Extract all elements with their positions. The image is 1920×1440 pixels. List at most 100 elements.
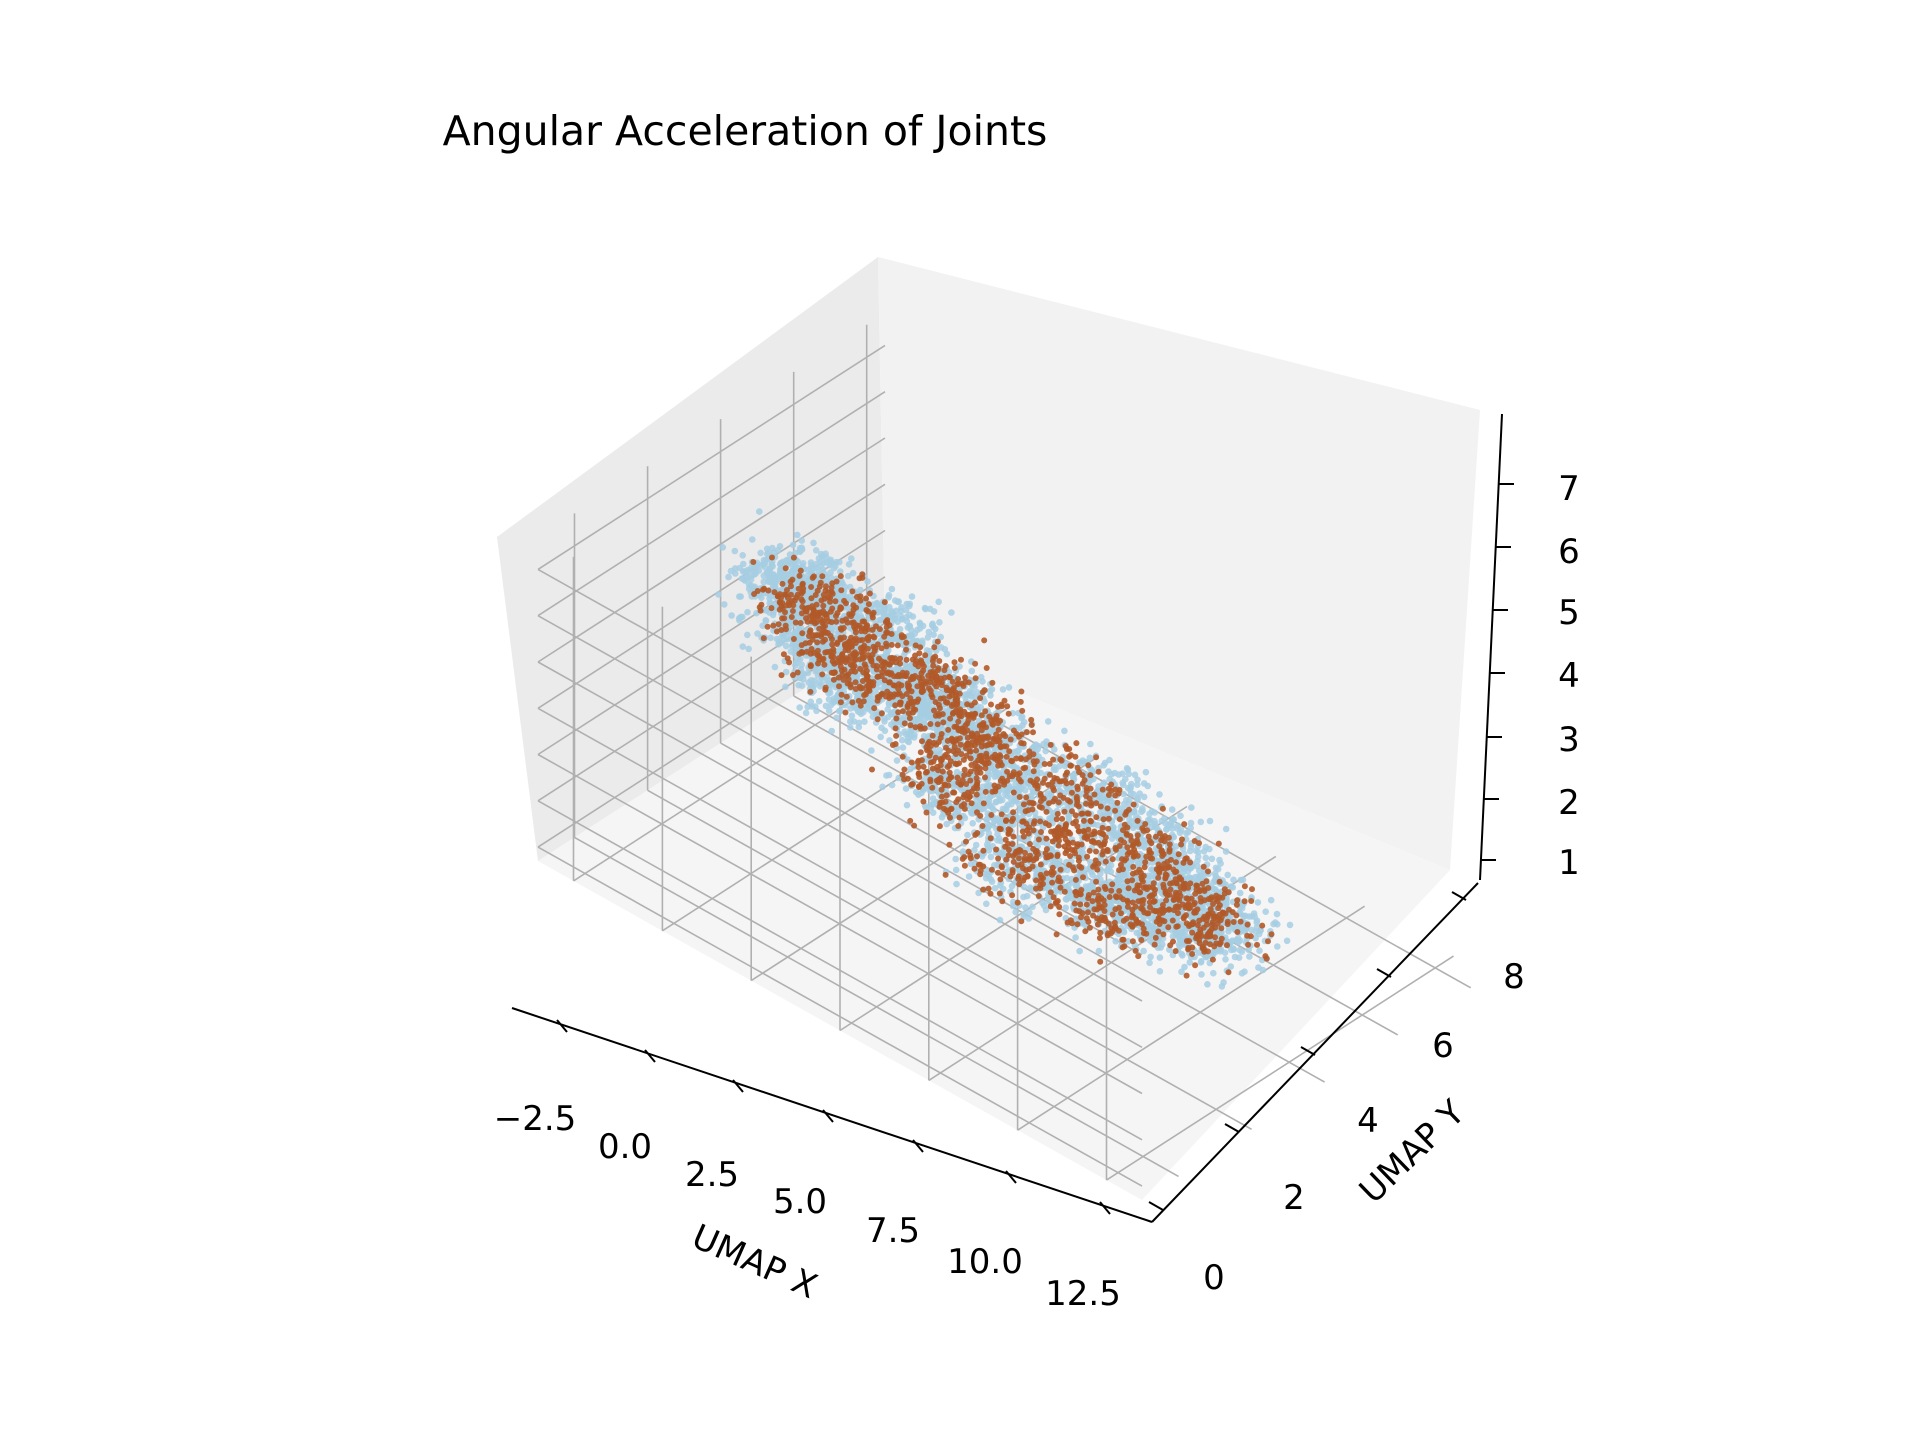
scatter-point bbox=[1039, 899, 1046, 907]
scatter-point bbox=[1007, 795, 1014, 802]
scatter-point bbox=[975, 889, 982, 897]
scatter-point bbox=[757, 549, 764, 557]
scatter-point bbox=[1274, 943, 1281, 950]
scatter-point bbox=[1118, 910, 1124, 917]
scatter-point bbox=[816, 683, 824, 690]
scatter-point bbox=[945, 726, 952, 733]
scatter-point bbox=[731, 547, 739, 555]
scatter-point bbox=[965, 679, 972, 686]
scatter-point bbox=[990, 806, 997, 814]
scatter-point bbox=[762, 617, 770, 624]
scatter-point bbox=[922, 784, 929, 792]
scatter-point bbox=[855, 719, 863, 727]
scatter-point bbox=[836, 683, 842, 690]
scatter-point bbox=[963, 781, 970, 787]
scatter-point bbox=[1216, 941, 1223, 948]
scatter-point bbox=[822, 577, 829, 585]
scatter-point bbox=[779, 558, 787, 566]
scatter-point bbox=[1156, 791, 1163, 798]
scatter-point bbox=[1184, 828, 1192, 836]
scatter-point bbox=[997, 818, 1004, 826]
scatter-point bbox=[978, 712, 985, 719]
scatter-point bbox=[996, 916, 1004, 924]
scatter-point bbox=[1073, 740, 1080, 747]
scatter-point bbox=[1012, 780, 1019, 788]
scatter-point bbox=[1033, 877, 1039, 884]
scatter-point bbox=[1111, 769, 1118, 777]
scatter-point bbox=[955, 823, 962, 829]
scatter-point bbox=[1087, 740, 1094, 748]
scatter-point bbox=[1123, 765, 1131, 772]
scatter-point bbox=[1105, 815, 1112, 822]
scatter-point bbox=[777, 568, 784, 576]
scatter-point bbox=[1006, 748, 1013, 755]
scatter-point bbox=[837, 707, 844, 715]
scatter-point bbox=[1022, 775, 1029, 783]
scatter-point bbox=[1194, 853, 1202, 860]
scatter-point bbox=[1123, 915, 1130, 922]
scatter-point bbox=[823, 554, 830, 561]
grid-line bbox=[537, 707, 1143, 1048]
scatter-point bbox=[815, 555, 823, 562]
scatter-point bbox=[1055, 799, 1062, 806]
scatter-point bbox=[863, 595, 869, 602]
scatter-point bbox=[919, 699, 927, 706]
scatter-point bbox=[1008, 882, 1016, 890]
scatter-point bbox=[1128, 892, 1135, 900]
scatter-point bbox=[1120, 928, 1128, 936]
scatter-point bbox=[977, 769, 984, 776]
scatter-point bbox=[997, 826, 1004, 833]
scatter-point bbox=[959, 848, 967, 855]
scatter-point bbox=[767, 634, 774, 642]
scatter-point bbox=[930, 631, 937, 638]
scatter-point bbox=[807, 677, 815, 684]
scatter-point bbox=[789, 541, 797, 549]
scatter-point bbox=[1206, 817, 1214, 825]
scatter-point bbox=[1146, 959, 1153, 967]
scatter-point bbox=[968, 667, 976, 675]
scatter-point bbox=[845, 561, 853, 568]
scatter-point bbox=[1061, 727, 1068, 735]
scatter-point bbox=[1050, 766, 1058, 773]
scatter-point bbox=[749, 536, 756, 543]
grid-line bbox=[574, 836, 1179, 1178]
scatter-point bbox=[1054, 810, 1061, 817]
scatter-point bbox=[948, 609, 955, 616]
scatter-point bbox=[931, 707, 937, 714]
scatter-point bbox=[1272, 919, 1279, 926]
scatter-point bbox=[833, 696, 840, 704]
scatter-point bbox=[1204, 981, 1211, 988]
scatter-point bbox=[987, 835, 994, 842]
scatter-point bbox=[825, 707, 833, 714]
scatter-point bbox=[887, 637, 895, 644]
scatter-point bbox=[1008, 800, 1015, 808]
scatter-point bbox=[1150, 880, 1157, 887]
scatter-point bbox=[1010, 789, 1017, 796]
scatter-point bbox=[995, 869, 1001, 876]
scatter-point bbox=[983, 665, 990, 671]
scatter-point bbox=[883, 772, 890, 779]
scatter-point bbox=[847, 705, 854, 712]
scatter-point bbox=[1042, 906, 1050, 914]
scatter-point bbox=[1159, 805, 1166, 812]
scatter-point bbox=[997, 882, 1004, 889]
scatter-point bbox=[752, 570, 759, 577]
scatter-point bbox=[1245, 941, 1252, 948]
scatter-point bbox=[830, 564, 838, 572]
scatter-point bbox=[721, 601, 728, 608]
scatter-point bbox=[783, 642, 790, 650]
scatter-point bbox=[1016, 855, 1022, 862]
scatter-point bbox=[884, 706, 891, 713]
scatter-point bbox=[880, 605, 888, 612]
scatter-point bbox=[1253, 919, 1260, 926]
scatter-point bbox=[1152, 934, 1159, 941]
scatter-point bbox=[832, 598, 839, 605]
scatter-point bbox=[771, 663, 779, 671]
scatter-point bbox=[937, 633, 944, 641]
scatter-point bbox=[1049, 779, 1056, 786]
scatter-point bbox=[869, 713, 877, 720]
scatter-point bbox=[1203, 953, 1211, 960]
scatter-point bbox=[903, 656, 910, 663]
scatter-point bbox=[1210, 969, 1217, 977]
